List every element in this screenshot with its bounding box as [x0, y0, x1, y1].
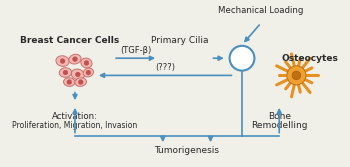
- Ellipse shape: [81, 58, 92, 68]
- Circle shape: [84, 61, 89, 65]
- Text: Mechanical Loading: Mechanical Loading: [218, 6, 304, 15]
- Circle shape: [76, 72, 80, 77]
- Ellipse shape: [75, 78, 86, 86]
- Ellipse shape: [71, 69, 84, 80]
- Text: (???): (???): [155, 63, 175, 72]
- Ellipse shape: [56, 56, 69, 66]
- Circle shape: [67, 80, 72, 85]
- Circle shape: [63, 70, 68, 75]
- Circle shape: [230, 46, 254, 71]
- Circle shape: [72, 57, 77, 62]
- Text: Proliferation, Migration, Invasion: Proliferation, Migration, Invasion: [12, 121, 138, 130]
- Text: (TGF-β): (TGF-β): [120, 46, 151, 55]
- Ellipse shape: [69, 54, 81, 64]
- Circle shape: [292, 71, 301, 80]
- Text: Activation:: Activation:: [52, 112, 98, 121]
- Ellipse shape: [59, 68, 72, 77]
- Ellipse shape: [83, 68, 93, 77]
- Text: Remodelling: Remodelling: [251, 121, 308, 130]
- Text: Bone: Bone: [268, 112, 291, 121]
- Circle shape: [86, 70, 91, 75]
- Text: Breast Cancer Cells: Breast Cancer Cells: [20, 36, 119, 45]
- Text: Osteocytes: Osteocytes: [281, 54, 338, 63]
- Circle shape: [60, 59, 65, 63]
- Ellipse shape: [64, 78, 75, 86]
- Circle shape: [287, 66, 306, 85]
- Text: Tumorigenesis: Tumorigenesis: [154, 146, 219, 155]
- Text: Primary Cilia: Primary Cilia: [151, 36, 209, 45]
- Circle shape: [78, 80, 83, 85]
